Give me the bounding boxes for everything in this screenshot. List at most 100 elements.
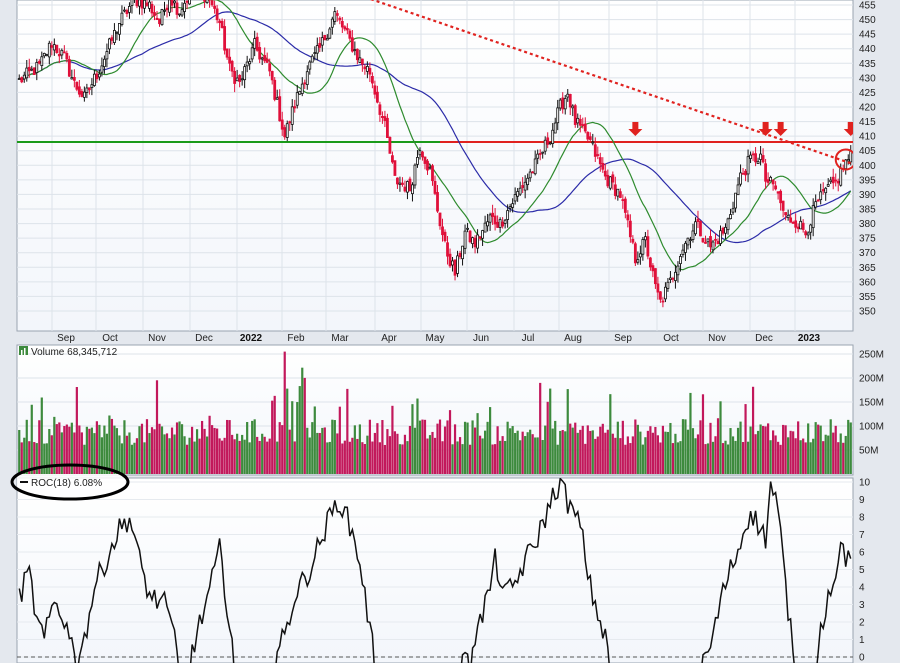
price-candle-body — [659, 291, 662, 300]
volume-bar — [669, 422, 672, 474]
price-plot — [17, 0, 853, 308]
price-candle-body — [258, 47, 262, 60]
price-candle-body — [253, 38, 257, 49]
volume-bar — [609, 394, 612, 474]
volume-bar — [328, 441, 331, 474]
price-candle-body — [183, 2, 186, 12]
price-candle-body — [396, 177, 399, 185]
price-candle-body — [350, 37, 354, 52]
price-candle-body — [789, 217, 793, 223]
price-candle-body — [160, 9, 164, 26]
price-candle-body — [811, 205, 815, 229]
volume-tick-label: 200M — [859, 374, 884, 385]
price-candle-body — [816, 199, 820, 202]
price-candle-body — [381, 115, 384, 118]
price-candle-body — [684, 242, 687, 253]
price-candle-body — [17, 78, 21, 80]
price-candle-body — [230, 60, 234, 72]
price-candle-body — [566, 93, 570, 98]
volume-bar — [488, 407, 492, 474]
volume-bar — [100, 437, 104, 474]
volume-bar — [123, 420, 126, 474]
price-candle-body — [328, 28, 332, 39]
price-candle-body — [689, 239, 692, 242]
volume-bar — [246, 422, 249, 474]
price-candle-body — [273, 79, 277, 100]
volume-bar — [326, 442, 329, 474]
price-candle-body — [25, 67, 29, 79]
moving-average-fast — [18, 0, 852, 271]
volume-bar — [348, 441, 351, 474]
volume-bar — [90, 427, 93, 474]
price-candle-body — [446, 242, 449, 257]
price-candle-body — [541, 151, 545, 154]
volume-bar — [288, 429, 291, 474]
date-tick-label: Feb — [287, 333, 305, 344]
price-candle-body — [27, 66, 31, 72]
volume-bar — [306, 427, 309, 474]
price-candle-body — [794, 220, 798, 228]
volume-bar — [559, 430, 562, 474]
price-candle-body — [704, 241, 707, 244]
volume-bar — [596, 436, 599, 474]
volume-bar — [453, 424, 457, 474]
price-candle-body — [358, 57, 362, 63]
volume-legend: Volume 68,345,712 — [19, 346, 118, 358]
volume-bar — [649, 426, 652, 474]
volume-bar — [601, 423, 604, 474]
price-candle-body — [506, 210, 510, 220]
price-candle-body — [210, 0, 214, 6]
price-candle-body — [576, 117, 580, 124]
price-candle-body — [656, 283, 660, 293]
price-candle-body — [501, 221, 505, 227]
price-candle-body — [248, 61, 252, 65]
price-candle-body — [846, 159, 850, 162]
price-candle-body — [45, 54, 49, 56]
volume-bar — [724, 440, 727, 474]
price-candle-body — [42, 52, 46, 57]
price-candle-body — [85, 87, 89, 93]
volume-bar — [809, 442, 812, 474]
price-candle-body — [113, 30, 116, 43]
volume-bar — [40, 397, 43, 474]
price-candle-body — [153, 12, 156, 16]
price-candle-body — [100, 65, 104, 73]
volume-bar — [494, 444, 497, 474]
price-candle-body — [513, 194, 517, 202]
volume-bar — [766, 423, 770, 474]
price-candle-body — [140, 0, 144, 9]
price-candle-body — [438, 212, 442, 227]
price-candle-body — [711, 241, 715, 251]
price-tick-label: 440 — [859, 44, 876, 55]
price-candle-body — [608, 176, 612, 189]
price-candle-body — [764, 163, 767, 182]
price-candle-body — [290, 106, 294, 125]
price-candle-body — [265, 58, 269, 63]
volume-bar — [804, 442, 807, 474]
price-candle-body — [791, 222, 795, 224]
price-candle-body — [746, 156, 750, 175]
volume-bar — [827, 435, 830, 474]
price-candle-body — [538, 153, 542, 155]
price-candle-body — [22, 74, 26, 80]
price-candle-body — [623, 198, 627, 213]
price-candle-body — [158, 18, 161, 25]
price-candle-body — [643, 236, 647, 241]
volume-bar — [158, 423, 161, 474]
volume-bar — [842, 442, 845, 474]
price-candle-body — [483, 222, 487, 233]
volume-bar — [481, 438, 484, 474]
volume-bar — [316, 432, 319, 474]
signal-arrow-marker — [628, 121, 643, 136]
volume-bar — [165, 433, 169, 474]
signal-arrow-head — [773, 128, 788, 136]
volume-bar — [291, 401, 294, 474]
price-candle-body — [526, 177, 530, 186]
volume-bar — [676, 442, 680, 474]
volume-bar — [807, 423, 810, 474]
volume-bar — [586, 425, 589, 474]
price-candle-body — [491, 212, 495, 217]
price-candle-body — [421, 151, 424, 158]
volume-bar — [18, 429, 21, 474]
